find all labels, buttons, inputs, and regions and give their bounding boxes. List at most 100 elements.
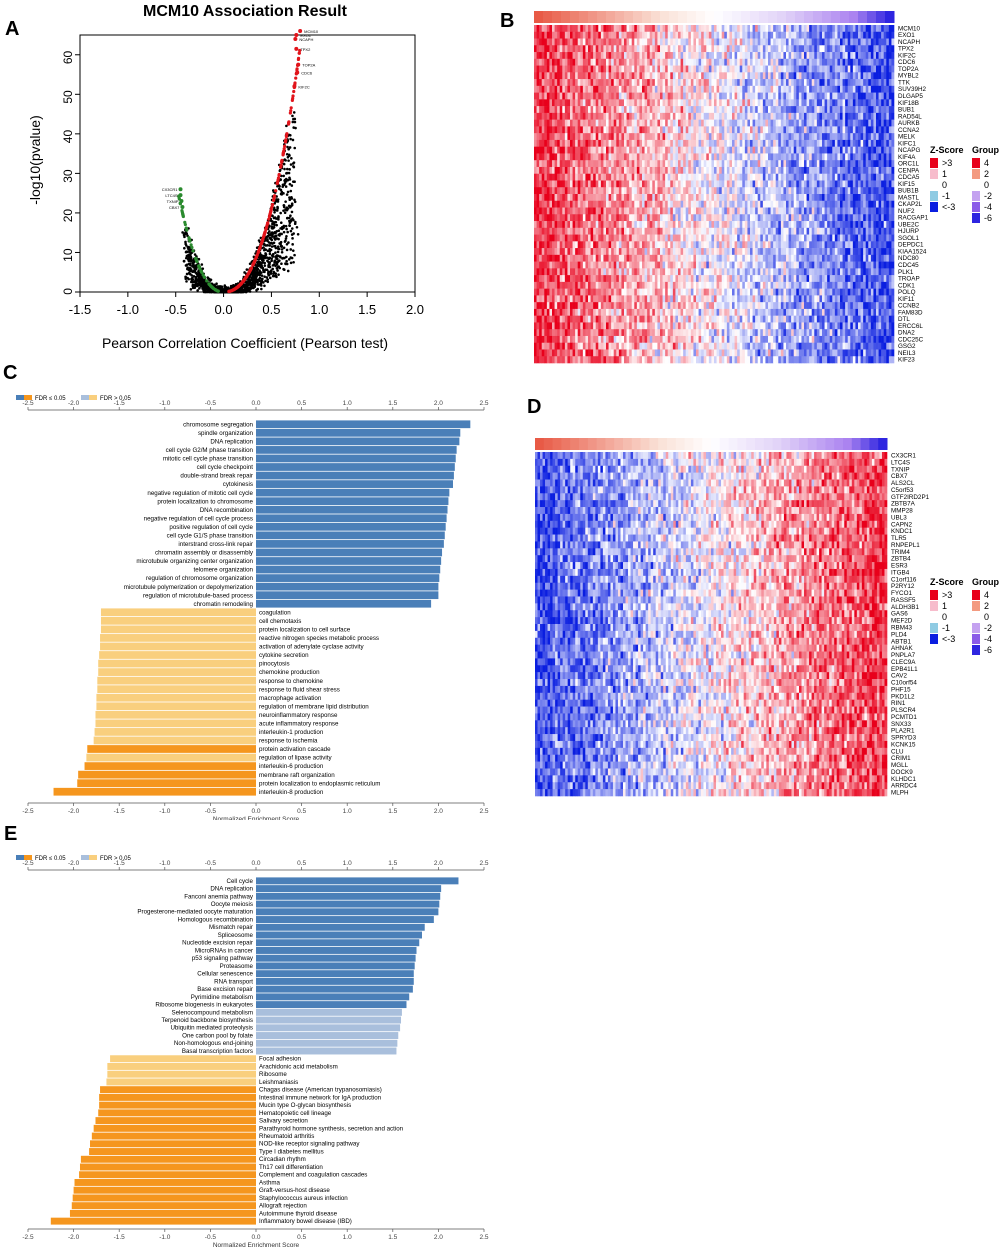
heatmap-cell — [585, 99, 589, 107]
heatmap-cell — [716, 126, 720, 134]
heatmap-cell — [672, 92, 676, 100]
heatmap-cell — [791, 92, 795, 100]
group-bar-cell — [615, 11, 625, 23]
heatmap-cell — [577, 166, 581, 175]
heatmap-cell — [639, 166, 643, 175]
heatmap-cell — [647, 79, 651, 87]
heatmap-cell — [837, 38, 841, 46]
heatmap-cell — [639, 65, 643, 73]
heatmap-cell — [778, 119, 782, 127]
heatmap-cell — [888, 126, 892, 134]
heatmap-cell — [732, 72, 735, 80]
scatter-point-positive — [244, 275, 248, 280]
heatmap-cell — [698, 153, 702, 161]
scatter-point — [256, 283, 259, 286]
heatmap-cell — [683, 99, 687, 107]
heatmap-cell — [678, 139, 681, 147]
heatmap-cell — [811, 139, 815, 147]
heatmap-cell — [696, 106, 699, 114]
heatmap-cell — [696, 119, 699, 127]
heatmap-cell — [616, 45, 620, 53]
heatmap-cell — [672, 160, 676, 168]
heatmap-cell — [696, 153, 699, 161]
heatmap-cell — [770, 160, 774, 168]
heatmap-cell — [665, 99, 669, 107]
heatmap-cell — [693, 58, 697, 66]
heatmap-cell — [675, 153, 679, 161]
heatmap-cell — [577, 85, 581, 93]
heatmap-cell — [567, 126, 571, 134]
heatmap-cell — [621, 126, 625, 134]
heatmap-cell — [600, 106, 604, 114]
heatmap-cell — [796, 85, 800, 93]
heatmap-cell — [611, 133, 615, 141]
heatmap-cell — [804, 79, 807, 87]
heatmap-cell — [814, 139, 818, 147]
heatmap-cell — [647, 146, 651, 154]
heatmap-cell — [868, 52, 872, 60]
heatmap-cell — [765, 85, 769, 93]
scatter-point — [253, 281, 256, 284]
heatmap-cell — [747, 139, 751, 147]
heatmap-cell — [750, 92, 753, 100]
heatmap-cell — [539, 153, 543, 161]
heatmap-cell — [814, 112, 818, 120]
scatter-point — [188, 266, 192, 270]
heatmap-cell — [863, 25, 867, 33]
heatmap-cell — [688, 166, 692, 175]
heatmap-cell — [814, 92, 818, 100]
heatmap-cell — [672, 85, 676, 93]
heatmap-cell — [878, 106, 882, 114]
heatmap-cell — [683, 173, 687, 181]
heatmap-cell — [657, 153, 661, 161]
heatmap-cell — [559, 72, 563, 80]
heatmap-cell — [824, 45, 828, 53]
heatmap-cell — [796, 153, 800, 161]
heatmap-cell — [876, 72, 879, 80]
heatmap-cell — [827, 173, 831, 181]
scatter-point — [285, 193, 289, 196]
heatmap-cell — [814, 106, 818, 114]
heatmap-cell — [647, 72, 651, 80]
group-bar-cell — [840, 11, 850, 23]
heatmap-cell — [816, 92, 820, 100]
heatmap-cell — [837, 133, 841, 141]
heatmap-cell — [719, 85, 723, 93]
heatmap-cell — [567, 99, 571, 107]
heatmap-cell — [757, 119, 761, 127]
heatmap-cell — [719, 58, 723, 66]
heatmap-cell — [626, 38, 630, 46]
heatmap-cell — [721, 72, 725, 80]
heatmap-cell — [824, 153, 828, 161]
heatmap-cell — [737, 99, 741, 107]
heatmap-cell — [811, 52, 815, 60]
heatmap-cell — [858, 173, 861, 181]
heatmap-cell — [654, 139, 658, 147]
heatmap-cell — [719, 119, 723, 127]
heatmap-cell — [564, 45, 568, 53]
heatmap-cell — [618, 92, 622, 100]
heatmap-cell — [711, 106, 715, 114]
heatmap-cell — [575, 166, 579, 175]
heatmap-cell — [675, 38, 679, 46]
heatmap-cell — [783, 85, 787, 93]
heatmap-cell — [716, 106, 720, 114]
heatmap-cell — [791, 166, 795, 175]
heatmap-cell — [685, 139, 689, 147]
heatmap-cell — [683, 92, 687, 100]
heatmap-cell — [858, 58, 861, 66]
heatmap-cell — [559, 166, 563, 175]
heatmap-cell — [680, 166, 684, 175]
heatmap-cell — [888, 45, 892, 53]
heatmap-cell — [577, 31, 581, 39]
heatmap-cell — [737, 112, 741, 120]
heatmap-cell — [726, 99, 730, 107]
group-bar-cell — [813, 11, 823, 23]
heatmap-cell — [613, 106, 617, 114]
heatmap-cell — [737, 160, 741, 168]
heatmap-cell — [629, 119, 633, 127]
heatmap-cell — [706, 31, 710, 39]
scatter-point — [243, 285, 247, 289]
heatmap-cell — [703, 85, 707, 93]
heatmap-cell — [873, 45, 877, 53]
